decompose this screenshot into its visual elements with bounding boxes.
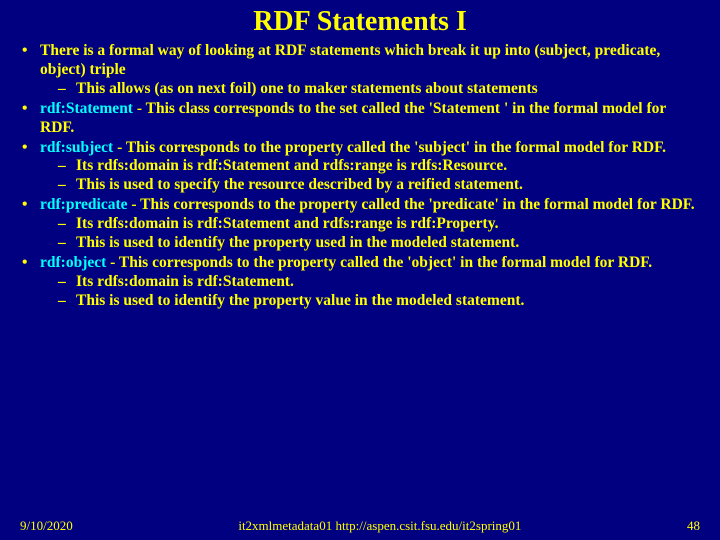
bullet-1: There is a formal way of looking at RDF … [22, 42, 704, 99]
bullet-4-sub: Its rdfs:domain is rdf:Statement and rdf… [40, 215, 704, 253]
bullet-4-sub-1: Its rdfs:domain is rdf:Statement and rdf… [58, 215, 704, 234]
bullet-list: There is a formal way of looking at RDF … [22, 42, 704, 311]
bullet-3-term: rdf:subject [40, 139, 113, 156]
footer-date: 9/10/2020 [20, 518, 73, 534]
bullet-1-sub-1: This allows (as on next foil) one to mak… [58, 80, 704, 99]
bullet-2-rest: - This class corresponds to the set call… [40, 100, 666, 136]
bullet-2-term: rdf:Statement [40, 100, 133, 117]
bullet-5-sub: Its rdfs:domain is rdf:Statement. This i… [40, 273, 704, 311]
bullet-5-rest: - This corresponds to the property calle… [106, 254, 652, 271]
slide-title: RDF Statements I [0, 0, 720, 42]
footer-center: it2xmlmetadata01 http://aspen.csit.fsu.e… [238, 518, 521, 534]
bullet-3-rest: - This corresponds to the property calle… [113, 139, 666, 156]
bullet-3-sub-1: Its rdfs:domain is rdf:Statement and rdf… [58, 157, 704, 176]
bullet-5: rdf:object - This corresponds to the pro… [22, 254, 704, 311]
bullet-5-sub-2: This is used to identify the property va… [58, 292, 704, 311]
bullet-2: rdf:Statement - This class corresponds t… [22, 100, 704, 138]
bullet-3-sub: Its rdfs:domain is rdf:Statement and rdf… [40, 157, 704, 195]
bullet-4: rdf:predicate - This corresponds to the … [22, 196, 704, 253]
bullet-4-term: rdf:predicate [40, 196, 128, 213]
bullet-5-term: rdf:object [40, 254, 106, 271]
footer-page: 48 [687, 518, 700, 534]
bullet-4-sub-2: This is used to identify the property us… [58, 234, 704, 253]
bullet-1-text: There is a formal way of looking at RDF … [40, 42, 660, 78]
bullet-3-sub-2: This is used to specify the resource des… [58, 176, 704, 195]
bullet-5-sub-1: Its rdfs:domain is rdf:Statement. [58, 273, 704, 292]
footer: 9/10/2020 it2xmlmetadata01 http://aspen.… [0, 518, 720, 534]
bullet-4-rest: - This corresponds to the property calle… [128, 196, 695, 213]
slide-content: There is a formal way of looking at RDF … [0, 42, 720, 311]
bullet-1-sub: This allows (as on next foil) one to mak… [40, 80, 704, 99]
bullet-3: rdf:subject - This corresponds to the pr… [22, 139, 704, 196]
